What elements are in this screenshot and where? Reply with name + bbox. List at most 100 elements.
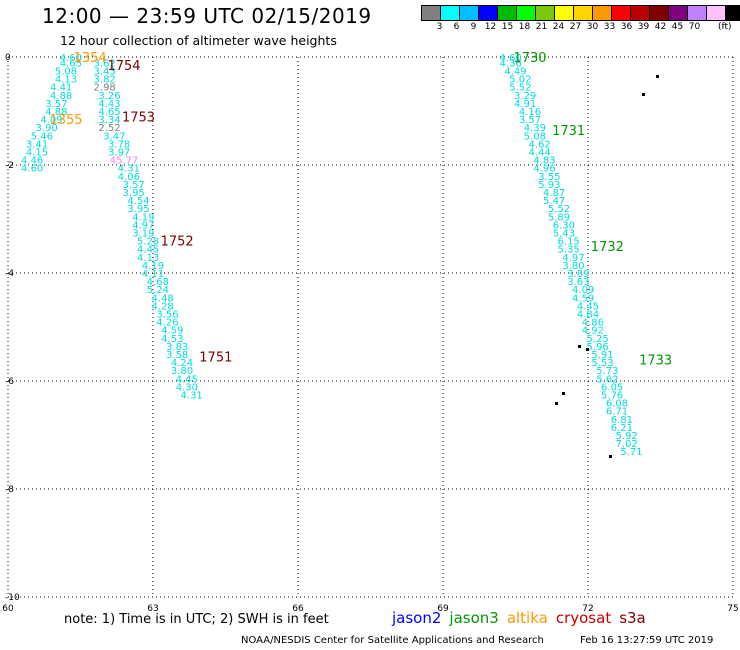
wave-height-point: 3.90 [36,123,58,134]
satellite-jason2: jason2 [392,609,442,627]
wave-height-point: 3.56 [156,310,178,321]
wave-height-point: 4.91 [514,99,536,110]
wave-height-point: 5.47 [543,196,565,207]
legend-label: 45 [671,22,684,32]
wave-height-point: 5.25 [587,334,609,345]
chart-title: 12:00 — 23:59 UTC 02/15/2019 [42,4,372,28]
wave-height-point: 4.45 [137,245,159,256]
legend-label: 9 [470,22,477,32]
wave-height-point: 6.71 [606,407,628,418]
legend-label: 3 [436,22,443,32]
wave-height-point: 3.58 [166,350,188,361]
wave-height-point: 3.19 [132,229,154,240]
y-tick-label: -2 [5,161,14,171]
legend-label: 36 [620,22,633,32]
wave-height-point: 4.88 [50,91,72,102]
wave-height-point: 3.62 [94,58,116,69]
wave-height-point: 3.41 [26,139,48,150]
wave-height-point: 4.36 [500,58,522,69]
coastline-fragment [555,402,558,405]
wave-height-point: 6.21 [611,423,633,434]
legend-swatch [725,5,740,21]
note-text: note: 1) Time is in UTC; 2) SWH is in fe… [64,612,329,627]
wave-height-point: 4.28 [152,301,174,312]
wave-height-point: 4.60 [60,53,82,64]
wave-height-point: 3.82 [94,75,116,86]
color-legend-labels: 3 6 9 12 15 18 21 24 27 30 33 36 39 42 45 70 [422,22,703,32]
wave-height-point: 2.52 [98,123,120,134]
x-tick-label: 72 [582,604,593,614]
wave-height-point: 4.83 [533,156,555,167]
wave-height-point: 7.02 [616,439,638,450]
wave-height-point: 3.95 [123,188,145,199]
satellite-cryosat: cryosat [555,609,612,627]
legend-label: 6 [453,22,460,32]
wave-height-point: 4.45 [577,301,599,312]
wave-height-point: 4.24 [171,358,193,369]
wave-height-point: 3.57 [123,180,145,191]
wave-height-point: 4.31 [181,391,203,402]
wave-height-point: 4.65 [98,107,120,118]
time-label: 1732 [591,240,624,255]
wave-height-point: 4.60 [500,53,522,64]
wave-height-point: 5.89 [548,212,570,223]
time-label: 1730 [513,51,546,66]
wave-height-point: 3.26 [98,91,120,102]
wave-height-point: 5.53 [591,358,613,369]
wave-height-point: 5.08 [524,131,546,142]
legend-label: 21 [535,22,548,32]
wave-height-point: 3.95 [127,204,149,215]
wave-height-point: 6.30 [553,220,575,231]
wave-height-point: 5.24 [147,285,169,296]
wave-height-point: 5.71 [620,447,642,458]
wave-height-point: 4.44 [529,148,551,159]
wave-height-point: 4.26 [156,318,178,329]
wave-height-point: 3.63 [567,277,589,288]
chart-subtitle: 12 hour collection of altimeter wave hei… [60,33,337,48]
wave-height-point: 4.46 [21,156,43,167]
legend-label: 42 [654,22,667,32]
coastline-fragment [586,348,589,351]
wave-height-point: 4.68 [147,277,169,288]
wave-height-point: 5.93 [538,180,560,191]
wave-height-point: 4.09 [572,285,594,296]
satellite-altika: altika [506,609,548,627]
wave-height-point: 3.43 [94,67,116,78]
timestamp-text: Feb 16 13:27:59 UTC 2019 [580,635,714,646]
wave-height-point: 5.02 [509,75,531,86]
legend-label: 27 [569,22,582,32]
time-label: 1754 [107,59,140,74]
legend-label: 39 [637,22,650,32]
legend-label: 18 [518,22,531,32]
wave-height-point: 4.43 [98,99,120,110]
wave-height-point: 4.11 [142,269,164,280]
wave-height-point: 3.89 [567,269,589,280]
wave-height-point: 3.47 [103,131,125,142]
legend-label: 24 [552,22,565,32]
time-label: 1731 [552,124,585,139]
wave-height-point: 4.31 [118,164,140,175]
wave-height-point: 4.87 [543,188,565,199]
wave-height-point: 4.60 [21,164,43,175]
y-tick-label: -10 [5,593,20,603]
wave-height-point: 5.52 [509,83,531,94]
wave-height-point: 4.06 [118,172,140,183]
wave-height-point: 4.09 [40,115,62,126]
wave-height-point: 3.55 [538,172,560,183]
wave-height-point: 4.16 [519,107,541,118]
legend-label: 12 [484,22,497,32]
wave-height-point: 4.65 [60,58,82,69]
wave-height-point: 5.73 [596,366,618,377]
x-tick-label: 60 [2,604,14,614]
x-tick-label: 66 [292,604,304,614]
y-tick-label: -4 [5,269,14,279]
time-label: 1355 [49,113,82,128]
x-tick-label: 75 [727,604,738,614]
wave-height-point: 3.57 [519,115,541,126]
time-label: 1751 [199,351,232,366]
wave-height-point: 3.78 [108,139,130,150]
wave-height-point: 5.46 [31,131,53,142]
wave-height-point: 4.39 [524,123,546,134]
y-tick-label: -6 [5,377,14,387]
